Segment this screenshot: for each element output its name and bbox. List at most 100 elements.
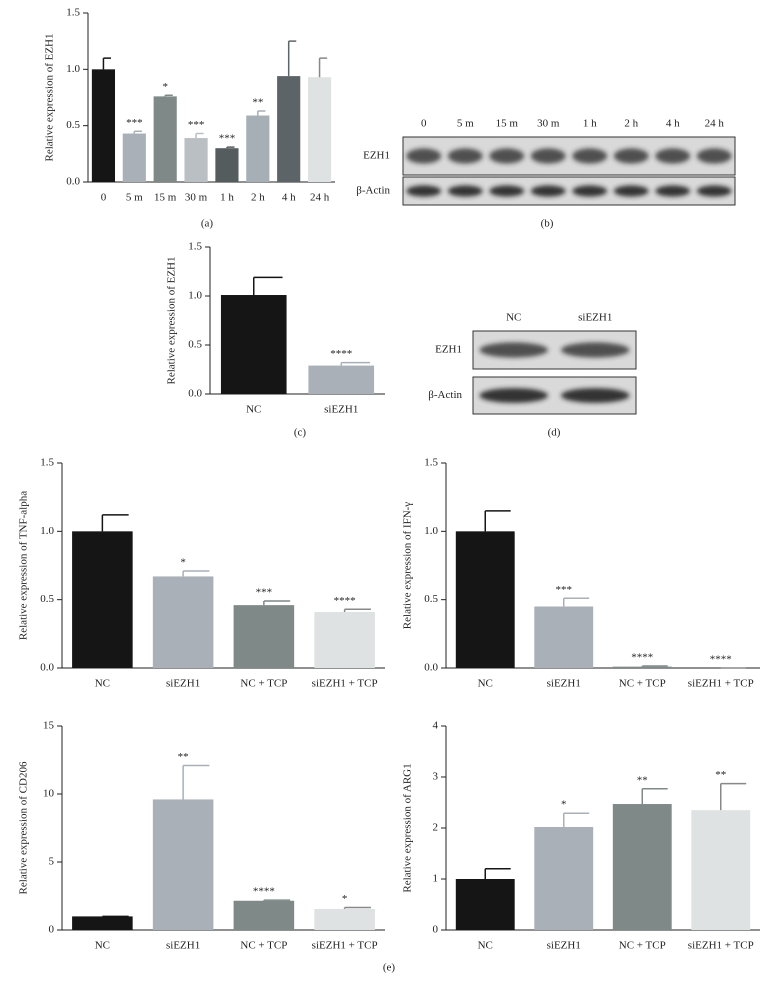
x-tick-label: NC + TCP (240, 940, 287, 952)
y-tick-label: 3 (433, 771, 439, 783)
bar (91, 69, 116, 182)
y-tick-label: 1.5 (40, 457, 54, 469)
x-tick-label: siEZH1 + TCP (688, 678, 754, 690)
y-tick-label: 1.5 (424, 457, 438, 469)
lane-label: siEZH1 (578, 312, 612, 324)
x-tick-label: 15 m (154, 192, 177, 204)
y-axis-label: Relative expression of EZH1 (166, 257, 178, 385)
error-bar (343, 906, 371, 909)
bar (612, 666, 672, 668)
row-label: EZH1 (435, 344, 462, 356)
bar (277, 76, 301, 182)
bar (233, 900, 295, 930)
significance: *** (126, 117, 143, 129)
y-tick-label: 0 (433, 924, 439, 936)
bar (455, 531, 515, 668)
bar (152, 576, 214, 668)
y-tick-label: 0.0 (40, 662, 54, 674)
lane-label: 2 h (624, 118, 638, 130)
band (613, 148, 649, 164)
x-tick-label: 30 m (185, 192, 208, 204)
band (613, 185, 649, 197)
panel-caption: (b) (541, 218, 554, 230)
y-tick-label: 1.0 (424, 525, 438, 537)
x-tick-label: NC + TCP (619, 678, 666, 690)
x-tick-label: NC + TCP (240, 678, 287, 690)
lane-label: 0 (421, 118, 427, 130)
band (572, 148, 608, 164)
bar (534, 826, 594, 930)
error-bar (343, 608, 371, 612)
significance: *** (256, 587, 273, 599)
error-bar (101, 514, 129, 532)
bar (314, 908, 375, 930)
y-tick-label: 0.0 (188, 388, 202, 400)
x-tick-label: NC (95, 940, 110, 952)
row-label: β-Actin (428, 389, 462, 401)
y-tick-label: 5 (49, 856, 55, 868)
significance: *** (219, 133, 236, 145)
significance: **** (710, 654, 732, 666)
panel-caption: (c) (294, 427, 307, 439)
significance: **** (330, 348, 352, 360)
bar (153, 96, 177, 182)
y-tick-label: 0.5 (424, 593, 438, 605)
y-tick-label: 0 (49, 924, 55, 936)
error-bar (563, 597, 590, 607)
significance: * (162, 81, 168, 93)
bar (534, 606, 594, 668)
significance: ** (715, 769, 726, 781)
band (406, 148, 442, 164)
significance: * (180, 556, 186, 568)
significance: * (342, 893, 348, 905)
band (572, 185, 608, 197)
error-bar (226, 146, 235, 149)
lane-label: 4 h (666, 118, 680, 130)
band (489, 148, 525, 164)
error-bar (720, 782, 747, 811)
significance: ** (252, 97, 263, 109)
error-bar (484, 510, 511, 532)
y-tick-label: 1.0 (188, 290, 202, 302)
significance: **** (334, 595, 356, 607)
bar (455, 879, 515, 930)
lane-label: 24 h (705, 118, 725, 130)
x-tick-label: 24 h (310, 192, 330, 204)
error-bar (182, 764, 210, 800)
x-tick-label: 2 h (251, 192, 265, 204)
x-tick-label: 1 h (220, 192, 234, 204)
band (561, 388, 630, 403)
band (655, 148, 691, 164)
x-tick-label: NC (478, 940, 493, 952)
panel-caption: (a) (201, 218, 214, 230)
bar (691, 810, 751, 930)
row-label: EZH1 (363, 150, 390, 162)
bar (307, 77, 332, 182)
y-tick-label: 1 (433, 873, 439, 885)
y-axis-label: Relative expression of TNF-alpha (18, 491, 30, 640)
x-tick-label: siEZH1 + TCP (688, 940, 754, 952)
y-axis-label: Relative expression of IFN-γ (402, 502, 414, 629)
lane-label: 5 m (457, 118, 474, 130)
band (447, 185, 483, 197)
significance: *** (188, 119, 205, 131)
bar (122, 133, 146, 182)
band (479, 342, 548, 358)
error-bar (263, 600, 291, 606)
significance: **** (631, 651, 653, 663)
error-bar (182, 570, 210, 577)
significance: ** (178, 751, 189, 763)
lane-label: NC (506, 312, 521, 324)
x-tick-label: NC (95, 678, 110, 690)
bar (72, 531, 133, 668)
bar (314, 611, 375, 668)
band (530, 185, 566, 197)
bar (220, 295, 287, 394)
y-axis-label: Relative expression of CD206 (18, 761, 30, 894)
bar (72, 916, 133, 930)
row-label: β-Actin (356, 185, 390, 197)
significance: * (561, 799, 567, 811)
y-tick-label: 1.0 (66, 63, 80, 75)
x-tick-label: 4 h (282, 192, 296, 204)
